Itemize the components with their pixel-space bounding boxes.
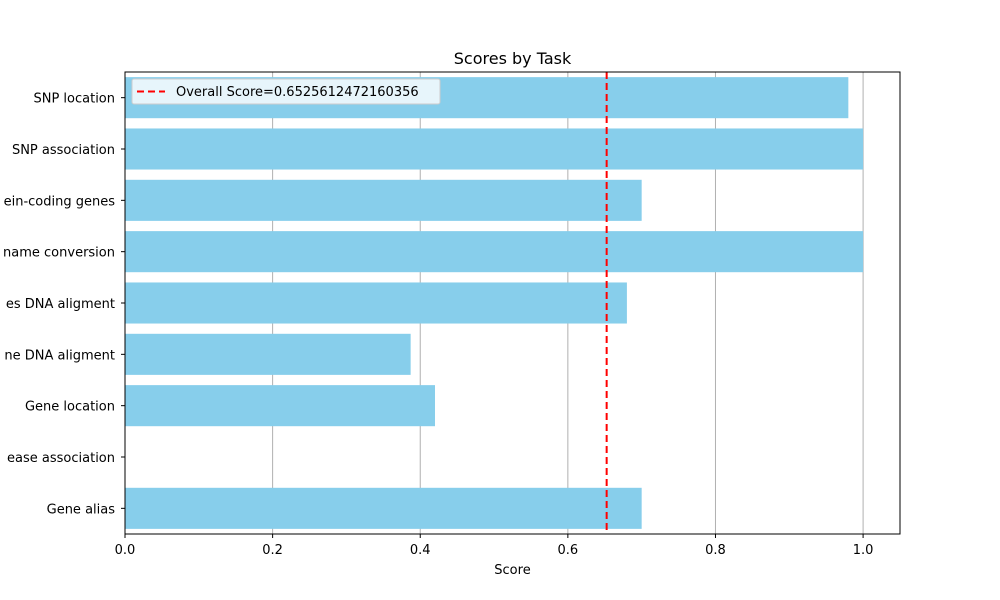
y-tick-label: Gene alias (47, 502, 116, 517)
y-tick-label: name conversion (3, 246, 115, 261)
y-tick-label: Gene location (25, 400, 115, 415)
bars (125, 77, 864, 529)
y-tick-label: ease association (7, 451, 115, 466)
legend: Overall Score=0.6525612472160356 (131, 78, 441, 105)
y-tick-label: SNP association (12, 143, 115, 158)
bar (125, 179, 642, 221)
y-tick-label: ne DNA aligment (4, 348, 115, 363)
bar (125, 231, 864, 273)
legend-box (131, 78, 441, 105)
bar (125, 128, 864, 170)
bar (125, 487, 642, 529)
y-tick-label: es DNA aligment (6, 297, 115, 312)
x-axis-label: Score (494, 563, 530, 578)
bar (125, 385, 435, 427)
y-tick-label: SNP location (33, 92, 115, 107)
bar (125, 333, 411, 375)
chart-title: Scores by Task (454, 49, 572, 68)
y-axis-ticks: Gene alias ease association Gene location n… (3, 92, 125, 517)
x-tick-label: 1.0 (853, 543, 874, 558)
x-tick-label: 0.2 (262, 543, 283, 558)
x-axis-ticks: 0.0 0.2 0.4 0.6 0.8 1.0 (115, 534, 874, 558)
x-tick-label: 0.4 (410, 543, 431, 558)
x-tick-label: 0.6 (558, 543, 579, 558)
legend-label: Overall Score=0.6525612472160356 (176, 85, 419, 100)
x-tick-label: 0.8 (705, 543, 726, 558)
y-tick-label: ein-coding genes (4, 194, 116, 209)
x-tick-label: 0.0 (115, 543, 136, 558)
bar (125, 282, 627, 324)
